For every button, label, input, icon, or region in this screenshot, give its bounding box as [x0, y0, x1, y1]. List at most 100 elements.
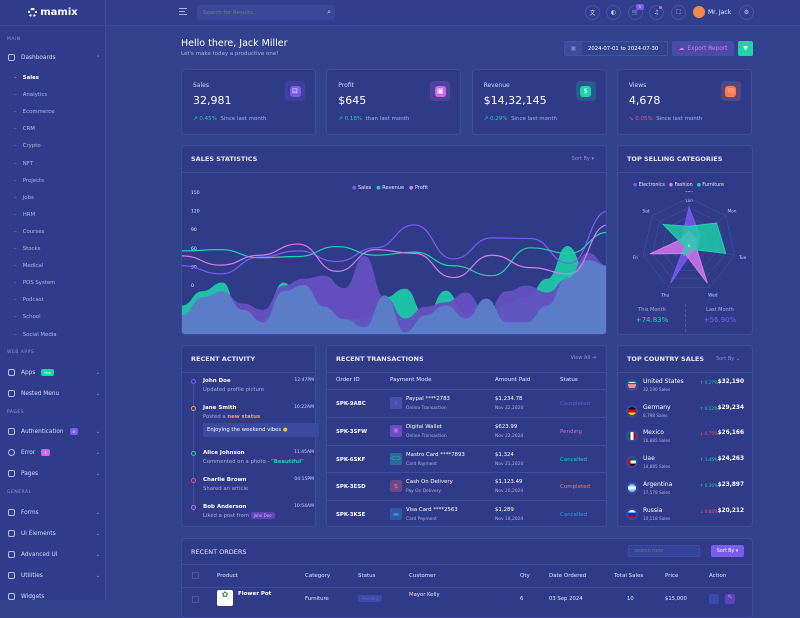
legend-revenue[interactable]: ● Revenue [376, 185, 405, 191]
activity-user[interactable]: Alice Johnson [203, 450, 245, 456]
series-line-sales [182, 211, 606, 275]
transaction-row[interactable]: SPK-9ABC ₽ Paypal ****2783 Online Transacti… [327, 389, 606, 417]
country-row[interactable]: Germany 8,798 Sales ↑ 0.12% $29,234 [626, 403, 744, 429]
sidebar-item-apps[interactable]: Apps Hot ⌄ [8, 369, 100, 376]
orders-search-input[interactable] [628, 545, 700, 557]
column-header[interactable]: Qty [520, 573, 530, 579]
avatar[interactable] [693, 6, 705, 18]
sidebar-subitem-stocks[interactable]: Stocks [14, 246, 41, 252]
sidebar-item-utilities[interactable]: Utilities ⌄ [8, 572, 100, 579]
status-text: Cancelled [560, 512, 588, 519]
sidebar-item-pages[interactable]: Pages ⌄ [8, 470, 100, 477]
sidebar-subitem-ecommerce[interactable]: Ecommerce [14, 109, 55, 115]
brand-logo[interactable]: mamix [0, 0, 106, 26]
country-row[interactable]: Mexico 16,885 Sales ↓ 0.75% $26,166 [626, 428, 744, 454]
view-all-link[interactable]: View All ⇥ [570, 355, 596, 361]
export-report-button[interactable]: ☁ Export Report [672, 41, 734, 56]
legend-profit[interactable]: ● Profit [409, 185, 429, 191]
legend-sales[interactable]: ● Sales [352, 185, 372, 191]
select-all-checkbox[interactable] [192, 572, 199, 579]
column-header[interactable]: Product [217, 573, 238, 579]
activity-highlight[interactable]: new status [227, 414, 261, 420]
transaction-row[interactable]: SPK-3SFW ▣ Digital Wallet Online Transactio… [327, 416, 606, 445]
stat-label: Sales [193, 82, 209, 89]
search-input[interactable] [197, 5, 317, 20]
legend-electronics[interactable]: ● Electronics [633, 183, 665, 188]
column-header[interactable]: Category [305, 573, 331, 579]
wallet-icon: ▣ [430, 81, 451, 101]
sidebar-subitem-podcast[interactable]: Podcast [14, 297, 44, 303]
stat-card-sales: Sales 32,981 ⊡ ↗ 0.45% Since last month [181, 69, 316, 135]
sidebar-subitem-jobs[interactable]: Jobs [14, 195, 34, 201]
sort-by-button[interactable]: Sort By ▾ [711, 545, 744, 557]
transaction-row[interactable]: SPK-3ESD $ Cash On Delivery Pay On Delivery… [327, 472, 606, 500]
user-tag[interactable]: John Doe [250, 512, 275, 519]
radar-grid [652, 207, 726, 280]
sidebar-subitem-analytics[interactable]: Analytics [14, 92, 47, 98]
sidebar-item-forms[interactable]: Forms ⌄ [8, 509, 100, 516]
sidebar-item-nested-menu[interactable]: Nested Menu ⌄ [8, 390, 100, 397]
sidebar-item-widgets[interactable]: Widgets [8, 593, 100, 600]
activity-user[interactable]: Bob Anderson [203, 504, 247, 510]
sidebar-subitem-medical[interactable]: Medical [14, 263, 44, 269]
sidebar-subitem-nft[interactable]: NFT [14, 161, 33, 167]
country-row[interactable]: Argentina 17,578 Sales ↑ 0.36% $23,897 [626, 480, 744, 506]
area-series [182, 260, 606, 334]
sort-by-dropdown[interactable]: Sort By ▾ [571, 156, 594, 162]
order-id: SPK-3SFW [336, 428, 368, 435]
sidebar-item-authentication[interactable]: Authentication 8 ⌄ [8, 428, 100, 435]
sidebar-item-ui-elements[interactable]: Ui Elements ⌄ [8, 530, 100, 537]
sidebar-item-dashboards[interactable]: Dashboards ⌃ [8, 54, 100, 61]
filter-button[interactable]: ▼ [738, 41, 753, 56]
date-range-picker[interactable]: ▣ 2024-07-01 to 2024-07-30 [564, 41, 668, 56]
transaction-row[interactable]: SPK-6SKF ⊂⊃ Mastro Card ****7893 Card Payme… [327, 444, 606, 473]
sidebar-subitem-crypto[interactable]: Crypto [14, 143, 41, 149]
activity-user[interactable]: John Doe [203, 378, 231, 384]
column-header[interactable]: Status [358, 573, 376, 579]
bell-icon[interactable]: ♫ [649, 5, 664, 20]
theme-toggle-icon[interactable]: ◐ [606, 5, 621, 20]
sidebar-subitem-sales[interactable]: Sales [14, 75, 39, 81]
user-name[interactable]: Mr. Jack [708, 9, 732, 16]
sidebar-subitem-courses[interactable]: Courses [14, 229, 45, 235]
hamburger-menu-icon[interactable] [179, 8, 187, 15]
sidebar-subitem-social-media[interactable]: Social Media [14, 332, 57, 338]
sidebar-subitem-pos-system[interactable]: POS System [14, 280, 56, 286]
sidebar-item-error[interactable]: Error 3 ⌄ [8, 449, 100, 456]
sidebar-subitem-projects[interactable]: Projects [14, 178, 44, 184]
column-header[interactable]: Price [665, 573, 679, 579]
fullscreen-icon[interactable]: ⛶ [671, 5, 686, 20]
stat-change: ↗ 0.29% Since last month [484, 116, 558, 122]
chevron-down-icon: ⌄ [95, 509, 100, 516]
cart-icon[interactable]: 🛒 5 [628, 4, 644, 20]
search-bar[interactable]: ⌕ [197, 5, 335, 20]
transaction-row[interactable]: SPK-3KSE ▬ Visa Card ****2563 Card Payment $… [327, 500, 606, 526]
sidebar-item-advanced-ui[interactable]: Advanced UI ⌄ [8, 551, 100, 558]
legend-fashion[interactable]: ● Fashion [668, 183, 693, 188]
card-title: SALES STATISTICS [191, 155, 258, 163]
column-header[interactable]: Date Ordered [549, 573, 587, 579]
sidebar-subitem-school[interactable]: School [14, 314, 41, 320]
country-row[interactable]: United States 32,190 Sales ↑ 0.27% $32,190 [626, 377, 744, 403]
country-row[interactable]: Russia 10,118 Sales ↓ 0.68% $20,212 [626, 506, 744, 532]
view-button[interactable] [709, 594, 719, 604]
sort-by-dropdown[interactable]: Sort By ⌄ [715, 356, 740, 362]
legend-furniture[interactable]: ● Furniture [696, 183, 724, 188]
gear-icon[interactable]: ⚙ [739, 5, 754, 20]
edit-button[interactable]: ✎ [725, 594, 735, 604]
column-header[interactable]: Total Sales [614, 573, 644, 579]
column-header[interactable]: Customer [409, 573, 436, 579]
radar-legend: ● Electronics ● Fashion ● Furniture [633, 183, 724, 188]
stat-value: $645 [338, 94, 367, 107]
notification-dot [659, 6, 662, 9]
activity-user[interactable]: Charlie Brown [203, 477, 247, 483]
sidebar-subitem-crm[interactable]: CRM [14, 126, 35, 132]
payment-mode: Cash On Delivery [406, 479, 453, 486]
activity-user[interactable]: Jane Smith [203, 405, 237, 411]
translate-icon[interactable]: 文 [585, 5, 600, 20]
sidebar-subitem-hrm[interactable]: HRM [14, 212, 35, 218]
country-row[interactable]: Uae 14,885 Sales ↑ 1.45% $24,263 [626, 454, 744, 480]
timeline-line [193, 380, 194, 512]
search-icon[interactable]: ⌕ [327, 8, 331, 16]
trend-down-icon: ↘ [628, 116, 634, 122]
